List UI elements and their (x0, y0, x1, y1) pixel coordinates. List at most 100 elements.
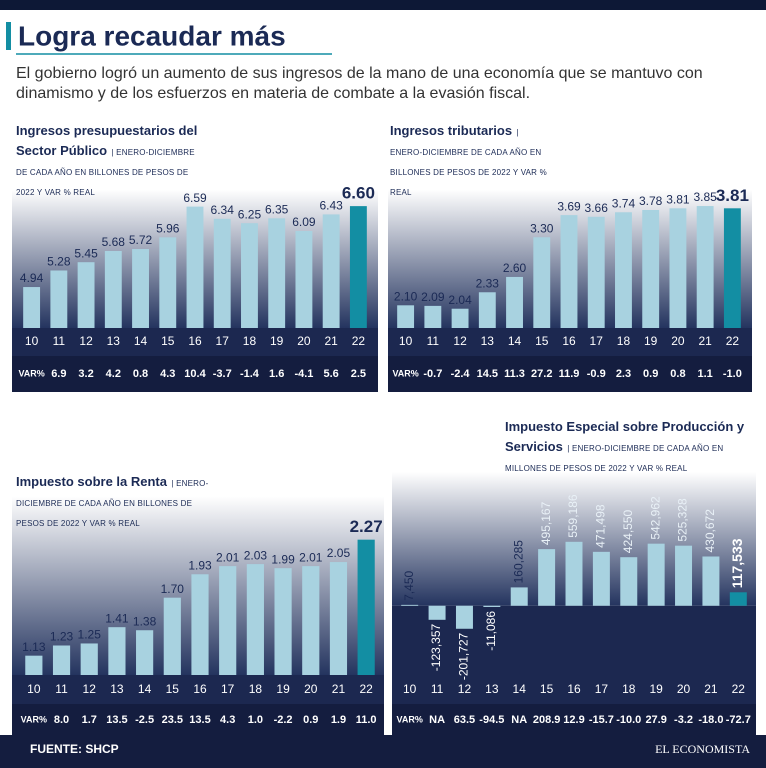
x-tick-label: 22 (352, 334, 366, 348)
x-tick-label: 14 (508, 334, 522, 348)
var-value: -1.0 (723, 368, 742, 380)
bar (349, 206, 367, 328)
x-tick-label: 14 (138, 682, 152, 696)
value-label: 160,285 (511, 540, 525, 584)
bar (723, 208, 741, 328)
value-label: 430,672 (703, 509, 717, 553)
value-label: 3.81 (666, 192, 690, 206)
value-label: 2.09 (421, 290, 445, 304)
chart-subtitle: | ENERO-DICIEMBRE DE CADA AÑO EN BILLONE… (16, 148, 195, 197)
var-value: 2.5 (351, 368, 366, 380)
bar (483, 605, 501, 607)
var-value: 8.0 (54, 714, 69, 726)
x-tick-label: 12 (79, 334, 93, 348)
var-value: -4.1 (294, 368, 313, 380)
x-tick-label: 17 (595, 682, 609, 696)
bar (219, 566, 237, 675)
bar (80, 643, 98, 675)
x-tick-label: 10 (399, 334, 413, 348)
var-value: -94.5 (479, 714, 504, 726)
var-value: 0.8 (133, 368, 148, 380)
value-label: 3.30 (530, 221, 554, 235)
bar (132, 249, 149, 328)
title-accent (6, 22, 11, 50)
x-tick-label: 18 (249, 682, 263, 696)
value-label: 495,167 (539, 501, 553, 545)
bar (163, 597, 181, 675)
bar (322, 214, 340, 328)
value-label: 1.25 (78, 628, 102, 642)
value-label: 3.81 (716, 186, 749, 205)
var-value: 11.0 (356, 714, 377, 726)
x-tick-label: 19 (270, 334, 284, 348)
x-tick-label: 20 (297, 334, 311, 348)
bar (451, 308, 469, 328)
x-tick-label: 21 (704, 682, 718, 696)
bar (424, 305, 442, 328)
category-row (12, 331, 378, 356)
bar (455, 605, 473, 629)
bar (246, 564, 264, 675)
value-label: 3.78 (639, 194, 663, 208)
var-value: NA (429, 714, 445, 726)
bar (108, 627, 126, 675)
bar (696, 206, 714, 328)
x-tick-label: 10 (403, 682, 417, 696)
var-row (388, 356, 752, 392)
value-label: 3.69 (557, 199, 581, 213)
x-tick-label: 10 (27, 682, 41, 696)
value-label: 471,498 (594, 504, 608, 548)
x-tick-label: 11 (55, 682, 68, 696)
chart-title: Ingresos tributarios (390, 123, 513, 138)
var-value: -2.5 (135, 714, 154, 726)
var-value: -72.7 (726, 714, 751, 726)
var-value: 1.9 (331, 714, 346, 726)
chart-header: Ingresos presupuestarios del Sector Públ… (16, 121, 206, 201)
value-label: 2.05 (327, 546, 351, 560)
bar (191, 574, 209, 675)
x-tick-label: 19 (276, 682, 290, 696)
value-label: 542,962 (648, 496, 662, 540)
var-value: -3.2 (674, 714, 693, 726)
bar (506, 276, 523, 328)
source: FUENTE: SHCP (30, 742, 119, 756)
chart-subtitle: | ENERO-DICIEMBRE DE CADA AÑO EN BILLONE… (390, 128, 547, 197)
var-value: -1.4 (240, 368, 260, 380)
bar (478, 292, 496, 328)
x-tick-label: 22 (732, 682, 746, 696)
value-label: 6.25 (238, 207, 262, 221)
var-value: 27.2 (531, 368, 552, 380)
value-label: 5.28 (47, 255, 71, 269)
bar (357, 539, 375, 675)
x-tick-label: 21 (324, 334, 338, 348)
x-tick-label: 12 (458, 682, 472, 696)
chart-header: Impuesto Especial sobre Producción y Ser… (505, 417, 755, 477)
value-label: 6.09 (292, 215, 316, 229)
var-value: 12.9 (563, 714, 584, 726)
var-value: NA (511, 714, 527, 726)
value-label: -123,357 (429, 623, 443, 671)
var-value: -18.0 (698, 714, 723, 726)
value-label: 5.72 (129, 233, 153, 247)
value-label: 2.03 (244, 548, 268, 562)
value-label: 2.01 (299, 550, 323, 564)
var-value: 1.6 (269, 368, 284, 380)
value-label: 6.34 (211, 203, 235, 217)
var-value: 208.9 (533, 714, 561, 726)
value-label: 1.70 (161, 582, 185, 596)
x-tick-label: 20 (671, 334, 685, 348)
var-value: 27.9 (645, 714, 666, 726)
x-tick-label: 15 (161, 334, 175, 348)
bar (104, 250, 122, 328)
x-tick-label: 13 (110, 682, 124, 696)
x-tick-label: 20 (677, 682, 691, 696)
var-value: -3.7 (213, 368, 232, 380)
value-label: 5.96 (156, 221, 180, 235)
var-row (392, 704, 756, 735)
bar (592, 551, 610, 606)
bar (647, 543, 665, 606)
bar (533, 237, 551, 328)
var-value: -10.0 (616, 714, 641, 726)
x-tick-label: 18 (622, 682, 636, 696)
